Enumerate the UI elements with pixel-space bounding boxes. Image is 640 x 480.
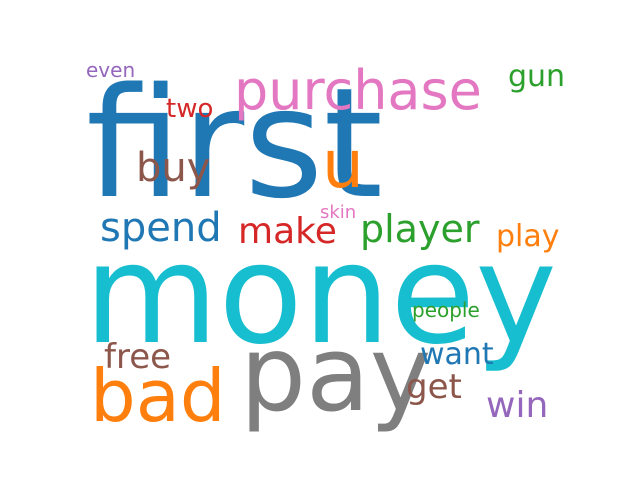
word-free: free bbox=[104, 337, 172, 377]
word-first: first bbox=[86, 55, 384, 232]
word-win: win bbox=[486, 385, 549, 426]
word-buy: buy bbox=[136, 145, 211, 191]
word-bad: bad bbox=[90, 354, 226, 438]
word-pay: pay bbox=[240, 313, 432, 435]
word-u: u bbox=[322, 126, 364, 203]
word-make: make bbox=[238, 211, 337, 252]
word-money: money bbox=[84, 214, 557, 375]
word-two: two bbox=[166, 94, 214, 124]
word-skin: skin bbox=[320, 202, 357, 223]
word-player: player bbox=[360, 207, 480, 251]
word-gun: gun bbox=[508, 59, 566, 94]
word-purchase: purchase bbox=[234, 59, 482, 122]
word-even: even bbox=[86, 58, 136, 82]
word-want: want bbox=[420, 337, 494, 372]
word-people: people bbox=[412, 298, 480, 322]
word-get: get bbox=[406, 367, 462, 407]
word-spend: spend bbox=[100, 205, 222, 251]
word-play: play bbox=[496, 219, 560, 254]
